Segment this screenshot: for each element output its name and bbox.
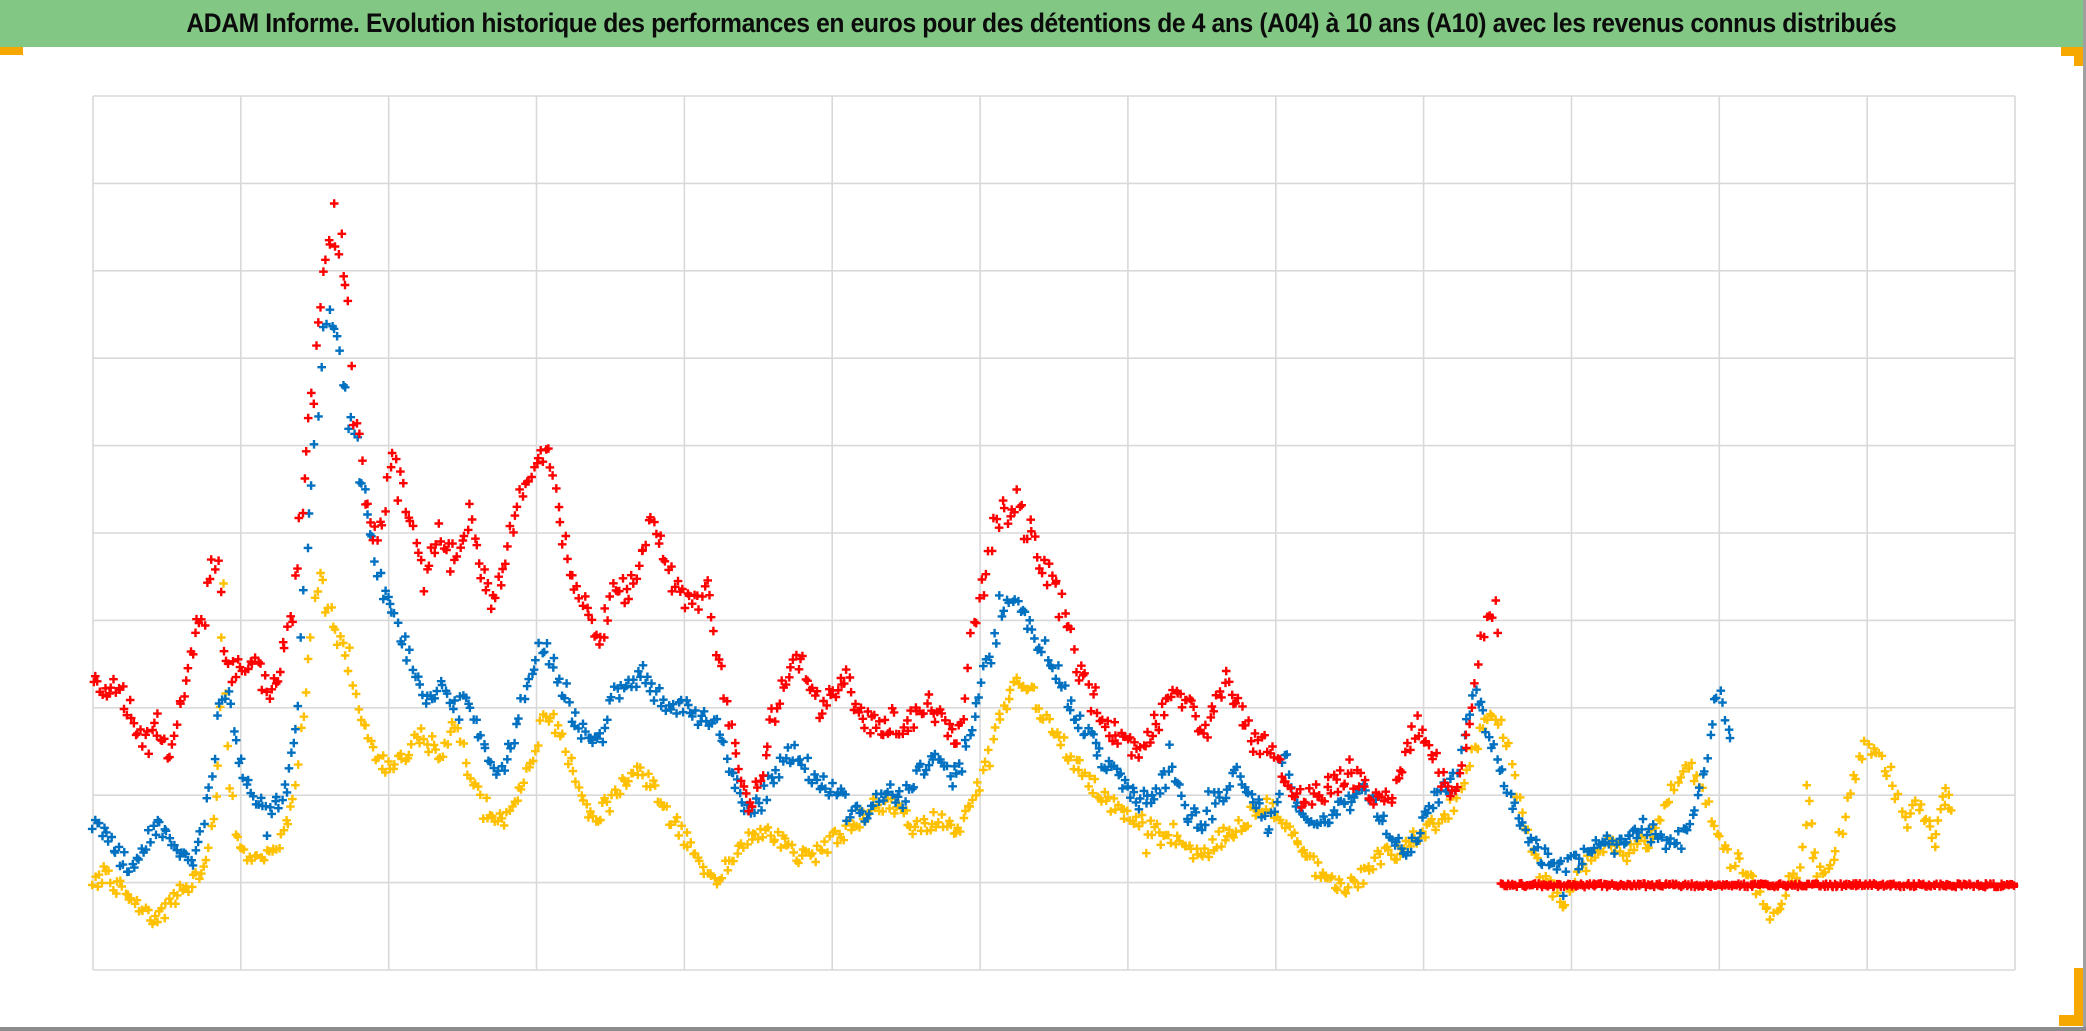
window-bottom-edge — [0, 1027, 2086, 1031]
chart-title-bar: ADAM Informe. Evolution historique des p… — [0, 0, 2083, 47]
chart-title: ADAM Informe. Evolution historique des p… — [186, 8, 1897, 38]
selection-handle-top-left-icon[interactable] — [0, 47, 23, 55]
window-right-edge — [2083, 0, 2086, 1031]
series-blue-points — [87, 305, 1735, 901]
selection-handle-bottom-right-icon[interactable] — [2074, 968, 2084, 1023]
series-red-points — [89, 199, 2019, 892]
selection-handle-top-right-icon[interactable] — [2061, 47, 2083, 56]
series-yellow-points — [87, 568, 1956, 929]
selection-handle-top-right-corner-icon[interactable] — [2074, 56, 2083, 66]
selection-handle-bottom-right-corner-icon[interactable] — [2059, 1015, 2084, 1026]
scatter-chart[interactable] — [0, 47, 2083, 1027]
chart-gridlines — [92, 95, 2016, 971]
